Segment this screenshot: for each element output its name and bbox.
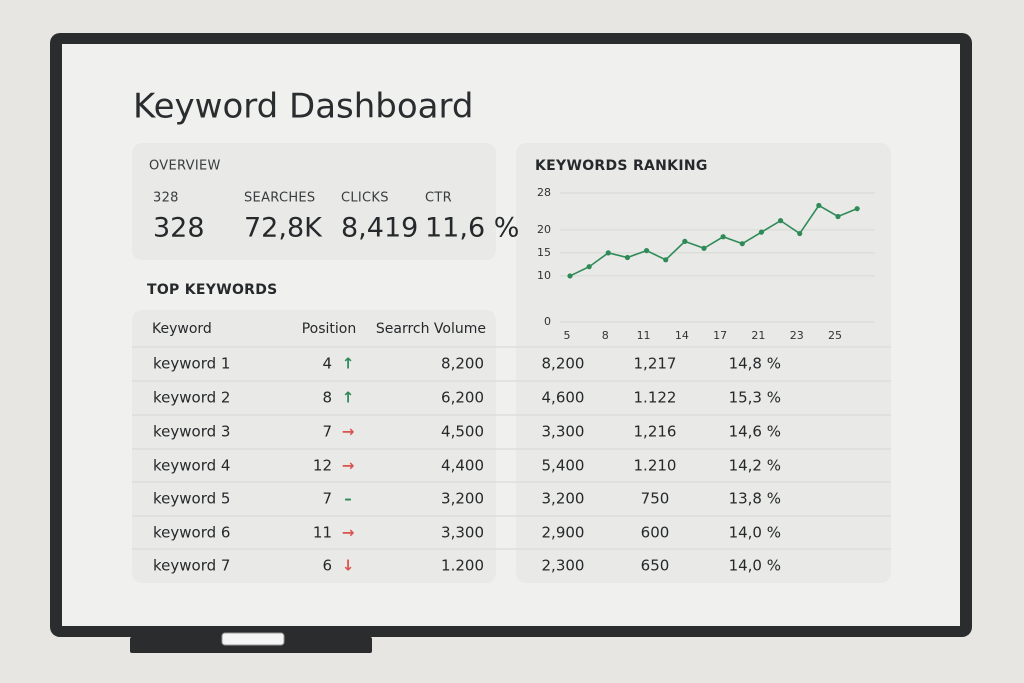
trend-arrow: → (342, 457, 355, 475)
table-cell: 14,2 % (729, 457, 781, 475)
table-cell: 600 (641, 524, 670, 542)
y-tick-label: 20 (537, 223, 551, 236)
page-title: Keyword Dashboard (133, 87, 473, 127)
y-tick-label: 28 (537, 186, 551, 199)
table-cell: 4,500 (441, 423, 484, 441)
table-cell: keyword 7 (153, 557, 230, 575)
point (720, 234, 726, 240)
table-cell: 650 (641, 557, 670, 575)
table-cell: 750 (641, 490, 670, 508)
table-cell: 7 (322, 490, 332, 508)
table-cell: 11 (313, 524, 332, 542)
table-card (132, 310, 496, 583)
table-cell: 5,400 (542, 457, 585, 475)
table-cell: 3,200 (441, 490, 484, 508)
metric-value: 8,419 (341, 213, 418, 244)
point (835, 213, 841, 220)
table-cell: 14,0 % (729, 557, 781, 575)
point (816, 202, 822, 209)
point (624, 254, 631, 261)
table-cell: keyword 4 (153, 457, 230, 475)
table-cell: 6,200 (441, 389, 484, 407)
trend-arrow: → (342, 423, 355, 441)
point (758, 229, 765, 235)
table-cell: 3,200 (542, 490, 585, 508)
table-header: Keyword (152, 321, 212, 337)
table-cell: 15,3 % (729, 389, 781, 407)
chart-title: KEYWORDS RANKING (535, 158, 708, 174)
metric-label: 328 (153, 191, 179, 206)
table-cell: 7 (322, 423, 332, 441)
table-cell: 4,400 (441, 457, 484, 475)
point (567, 273, 573, 279)
table-cell: 2,300 (542, 557, 585, 575)
x-tick-label: 21 (751, 329, 765, 342)
x-tick-label: 8 (602, 329, 609, 342)
x-tick-label: 23 (790, 329, 804, 342)
table-cell: 1.200 (441, 557, 484, 575)
x-tick-label: 5 (564, 329, 571, 342)
y-tick-label: 10 (537, 269, 551, 282)
y-tick-label: 0 (544, 315, 551, 328)
table-cell: 14,6 % (729, 423, 781, 441)
trend-arrow: – (344, 490, 352, 508)
x-tick-label: 25 (828, 329, 842, 342)
point (854, 206, 860, 212)
trend-arrow: ↓ (342, 557, 355, 575)
table-cell: 8 (322, 389, 332, 407)
table-cell: keyword 3 (153, 423, 230, 441)
trend-arrow: → (342, 524, 355, 542)
overview-title: OVERVIEW (149, 159, 221, 174)
trend-arrow: ↑ (342, 389, 355, 407)
table-cell: 14,8 % (729, 355, 781, 373)
point (739, 241, 745, 247)
table-cell: 1,216 (634, 423, 677, 441)
metric-label: SEARCHES (244, 191, 315, 206)
point (663, 257, 669, 263)
table-cell: 8,200 (542, 355, 585, 373)
table-title: TOP KEYWORDS (147, 282, 278, 298)
table-cell: 1.122 (634, 389, 677, 407)
x-tick-label: 14 (675, 329, 689, 342)
table-cell: 1,217 (634, 355, 677, 373)
table-cell: 4,600 (542, 389, 585, 407)
table-cell: keyword 6 (153, 524, 230, 542)
table-cell: keyword 1 (153, 355, 230, 373)
table-cell: 3,300 (542, 423, 585, 441)
point (701, 245, 707, 251)
table-header: Searrch Volume (376, 321, 486, 337)
metric-value: 328 (153, 213, 205, 244)
trend-arrow: ↑ (342, 355, 355, 373)
table-cell: 4 (322, 355, 332, 373)
point (586, 264, 592, 270)
table-cell: 1.210 (634, 457, 677, 475)
y-tick-label: 15 (537, 246, 551, 259)
point (643, 247, 650, 254)
marker (221, 632, 285, 646)
table-cell: 3,300 (441, 524, 484, 542)
metric-value: 72,8K (244, 213, 323, 244)
table-cell: keyword 2 (153, 389, 230, 407)
x-tick-label: 17 (713, 329, 727, 342)
table-cell: 13,8 % (729, 490, 781, 508)
table-cell: 6 (322, 557, 332, 575)
point (777, 218, 784, 224)
point (605, 250, 611, 256)
table-cell: 8,200 (441, 355, 484, 373)
x-tick-label: 11 (637, 329, 651, 342)
metric-value: 11,6 % (425, 213, 519, 244)
line (569, 204, 858, 277)
metric-label: CLICKS (341, 191, 389, 206)
table-cell: keyword 5 (153, 490, 230, 508)
point (797, 230, 803, 237)
table-cell: 2,900 (542, 524, 585, 542)
overview-card (132, 143, 496, 260)
table-cell: 14,0 % (729, 524, 781, 542)
table-cell: 12 (313, 457, 332, 475)
point (682, 238, 688, 244)
table-header: Position (302, 321, 357, 337)
metric-label: CTR (425, 191, 452, 206)
